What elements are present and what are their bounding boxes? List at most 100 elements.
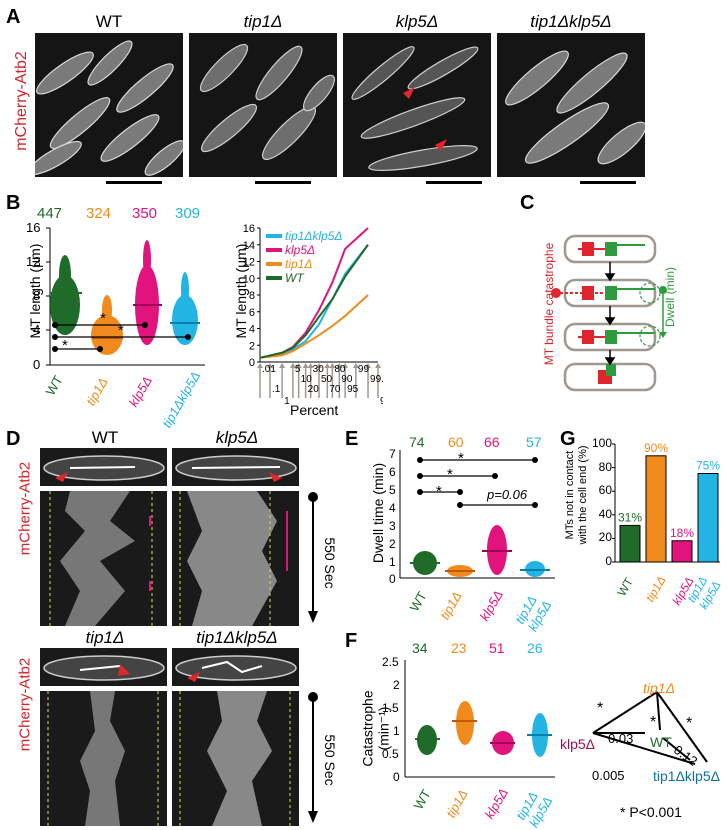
- b2-pct-top-1: 5: [295, 364, 301, 375]
- b2-pct-low-2: 70: [329, 384, 341, 395]
- f-ylabel: Catastrophe (min⁻¹): [359, 690, 392, 767]
- b-ytick-12: 12: [26, 254, 41, 269]
- e-ytick-6: 6: [389, 465, 396, 479]
- panel-c-label: C: [520, 192, 535, 214]
- f-scatter-axes: [404, 660, 555, 778]
- f-xcat-tip1klp5: tip1Δ klp5Δ: [513, 789, 556, 830]
- b-scatter-axes: [46, 227, 205, 366]
- e-ytick-0: 0: [389, 572, 396, 586]
- b-ytick-8: 8: [33, 288, 41, 303]
- g-node-wt: WT: [650, 734, 672, 750]
- b2-pct-top-4: 99: [358, 364, 370, 375]
- g-ytick-5: 0: [605, 554, 612, 568]
- g-ytick-2: 60: [598, 483, 612, 498]
- g-bar-2: [671, 540, 693, 563]
- d-kymo-wt: [40, 491, 167, 626]
- g-node-tip1: tip1Δ: [643, 680, 675, 696]
- f-count-tip1klp5: 26: [527, 640, 543, 656]
- d-cell-klp5: [172, 448, 299, 486]
- g-star-1: *: [597, 700, 604, 717]
- panel-a-ylabel: mCherry-Atb2: [13, 51, 30, 151]
- b2-pct-head-13: [365, 363, 372, 368]
- g-bar-0: [619, 524, 641, 563]
- e-ytick-2: 2: [389, 537, 396, 551]
- g-star-2: *: [650, 714, 657, 731]
- c-diagram: [551, 234, 667, 392]
- micrograph-klp5: [343, 33, 491, 177]
- g-bar-label-2: 18%: [670, 526, 694, 540]
- panel-a-label: A: [6, 6, 21, 28]
- d-kymo-tip1klp5: [172, 691, 299, 826]
- b2-pct-head-12: [352, 363, 359, 368]
- b2-pct-top-2: 30: [313, 364, 325, 375]
- d-time-arrow-top: [308, 492, 318, 623]
- g-xcat-tip1klp5: tip1Δ klp5Δ: [684, 574, 724, 612]
- g-sig-note: * P<0.001: [620, 804, 682, 820]
- b2-ytick-5: 6: [249, 307, 255, 319]
- g-ytick-4: 20: [598, 530, 612, 545]
- panel-a-title-klp5: klp5Δ: [395, 12, 439, 31]
- e-xcat-klp5: klp5Δ: [476, 587, 506, 624]
- f-ytick-05: 0.5: [382, 747, 399, 761]
- e-scatter-axes: [399, 450, 555, 579]
- f-xcat-klp5: klp5Δ: [481, 785, 511, 822]
- b-count-klp5: 350: [132, 205, 158, 222]
- d-cell-tip1: [40, 648, 167, 686]
- d-time-top: 550 Sec: [322, 537, 338, 589]
- b2-pct-top-3: 80: [334, 364, 346, 375]
- b2-pct-head-6: [307, 363, 314, 368]
- f-count-tip1: 23: [451, 640, 467, 656]
- g-star-3: *: [686, 715, 693, 732]
- f-ytick-15: 1.5: [382, 701, 399, 715]
- g-node-klp5: klp5Δ: [560, 736, 596, 752]
- d-time-arrow-bot: [308, 692, 318, 823]
- b2-legend-label-2: tip1Δ: [285, 257, 312, 271]
- e-ytick-4: 4: [389, 501, 396, 515]
- b2-pct-head-8: [324, 363, 331, 368]
- b-ytick-0: 0: [33, 357, 41, 372]
- b2-ytick-0: 16: [243, 223, 255, 235]
- d-title-wt: WT: [91, 428, 119, 447]
- e-count-wt: 74: [409, 434, 425, 450]
- d-ylabel-bot: mCherry-Atb2: [16, 657, 34, 752]
- b-sig-3: *: [62, 337, 68, 354]
- b2-pct-head-5: [302, 363, 309, 368]
- d-cell-tip1klp5: [172, 648, 299, 686]
- e-sig-3: *: [436, 483, 442, 500]
- b2-pct-head-7: [316, 363, 322, 368]
- g-bar-label-3: 75%: [696, 459, 720, 473]
- scale-bar-a1: [106, 181, 162, 184]
- b2-line-chart: 1614121086420.01530809910509099.9.120709…: [243, 223, 383, 404]
- b2-ytick-8: 0: [249, 357, 255, 369]
- panel-d-label: D: [6, 428, 21, 450]
- f-ytick-1: 1: [393, 724, 400, 738]
- b2-pct-head-11: [342, 363, 349, 368]
- b-ytick-4: 4: [33, 322, 41, 337]
- g-xcat-wt: WT: [614, 575, 637, 599]
- e-ytick-3: 3: [389, 519, 396, 533]
- b2-ytick-6: 4: [249, 324, 255, 336]
- e-sig-1: *: [458, 450, 464, 467]
- panel-a-title-tip1klp5: tip1Δklp5Δ: [530, 12, 612, 31]
- g-bar-chart: 31% 90% 18% 75%: [612, 441, 720, 563]
- b2-pct-head-2: [279, 363, 286, 368]
- b2-pct-low-0: .1: [272, 384, 281, 395]
- b2-pct-low-3: 95: [347, 384, 359, 395]
- b2-pct-mid-2: 90: [341, 374, 353, 385]
- micrograph-wt: [35, 33, 183, 177]
- d-ylabel-top: mCherry-Atb2: [16, 461, 34, 556]
- d-cell-wt: [40, 448, 167, 486]
- panel-g-label: G: [560, 428, 576, 450]
- b2-legend-label-0: tip1Δklp5Δ: [285, 229, 342, 243]
- b2-pct-mid-0: 10: [301, 374, 313, 385]
- b-count-tip1: 324: [86, 205, 112, 222]
- b-count-wt: 447: [37, 205, 63, 222]
- f-ytick-0: 0: [393, 770, 400, 784]
- g-network: [592, 691, 708, 765]
- panel-e-label: E: [345, 428, 359, 450]
- e-xcat-tip1: tip1Δ: [436, 588, 465, 623]
- b2-pct-head-3: [289, 363, 296, 368]
- e-ytick-1: 1: [389, 555, 396, 569]
- e-ytick-7: 7: [389, 447, 396, 461]
- f-ytick-2: 2: [393, 678, 400, 692]
